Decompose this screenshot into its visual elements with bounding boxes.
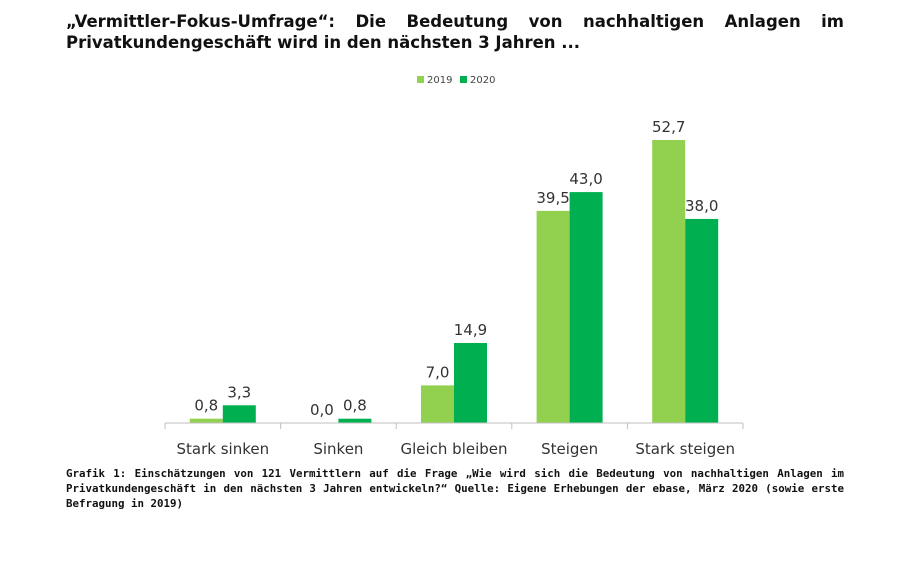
data-label: 52,7 (652, 118, 685, 136)
legend-label: 2019 (427, 75, 452, 86)
bar-2019 (189, 418, 223, 423)
data-label: 39,5 (536, 189, 569, 207)
bar-2020 (454, 342, 487, 423)
data-label: 38,0 (685, 197, 718, 215)
bar-2020 (222, 405, 256, 423)
bar-2020 (338, 418, 372, 423)
chart-title-line-2: Privatkundengeschäft wird in den nächste… (66, 33, 581, 52)
data-label: 7,0 (426, 363, 450, 381)
chart-title-line-1: „Vermittler-Fokus-Umfrage“: Die Bedeutun… (66, 12, 844, 31)
data-label: 0,0 (310, 401, 334, 419)
x-axis: Stark sinken Sinken Gleich bleiben Steigen S… (164, 422, 744, 458)
bar-2019 (536, 210, 570, 423)
x-tick-label: Stark steigen (635, 440, 735, 458)
figure-caption: Grafik 1: Einschätzungen von 121 Vermitt… (66, 467, 844, 510)
data-label: 3,3 (227, 383, 251, 401)
legend: 2019 2020 (417, 75, 495, 86)
x-tick-label: Stark sinken (177, 440, 270, 458)
legend-label: 2020 (470, 75, 495, 86)
data-label: 43,0 (569, 170, 602, 188)
legend-swatch-2020 (460, 76, 467, 83)
x-tick-label: Sinken (313, 440, 363, 458)
data-label: 14,9 (454, 321, 487, 339)
data-label: 0,8 (343, 397, 367, 415)
bar-2020 (685, 218, 719, 423)
bar-2019 (652, 140, 686, 423)
x-tick-label: Steigen (541, 440, 598, 458)
x-tick-label: Gleich bleiben (400, 440, 507, 458)
bar-2019 (421, 385, 454, 423)
data-label: 0,8 (194, 397, 218, 415)
legend-swatch-2019 (417, 76, 424, 83)
bars: 0,8 3,3 0,0 0,8 7,0 14,9 39,543,0 52,7 38,0 (189, 118, 719, 423)
chart-title: „Vermittler-Fokus-Umfrage“: Die Bedeutun… (66, 11, 844, 53)
bar-2020 (569, 192, 603, 423)
